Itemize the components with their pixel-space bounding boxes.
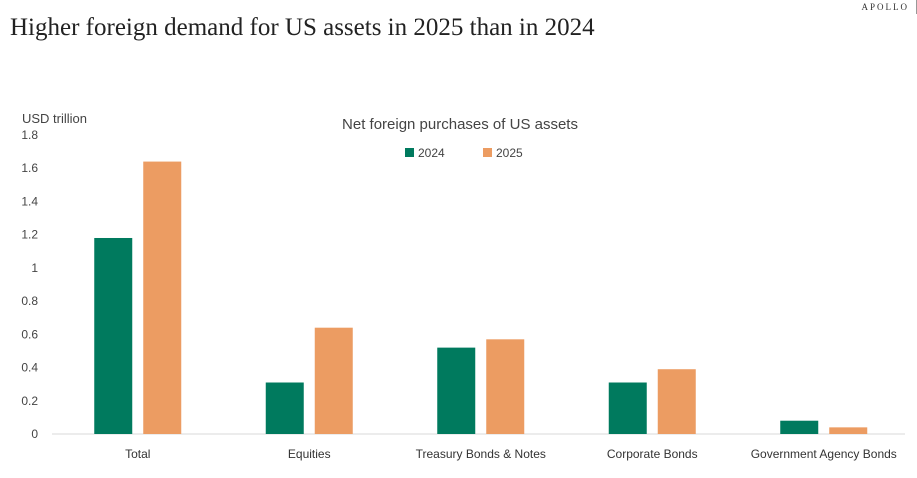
legend-swatch-2025 [483, 148, 492, 157]
brand-logo: APOLLO [861, 2, 909, 12]
y-tick-label: 1.8 [21, 128, 38, 142]
bar-2025-treasury-bonds-notes [486, 339, 525, 434]
y-tick-label: 0.6 [21, 327, 38, 341]
y-axis-ticks: 0 0.2 0.4 0.6 0.8 1 1.2 1.4 1.6 1.8 [21, 128, 38, 441]
y-tick-label: 1.2 [21, 228, 38, 242]
bar-2024-total [94, 237, 133, 434]
bar-2024-equities [265, 382, 304, 434]
y-axis-label: USD trillion [22, 111, 87, 126]
chart-title: Net foreign purchases of US assets [342, 116, 578, 133]
y-tick-label: 0.8 [21, 294, 38, 308]
y-tick-label: 0.4 [21, 361, 38, 375]
bar-2025-total [143, 161, 182, 435]
bar-2024-corporate-bonds [608, 382, 647, 434]
bar-2025-equities [314, 327, 353, 434]
legend-label-2025: 2025 [496, 146, 523, 160]
bars [94, 161, 868, 435]
x-tick-label: Equities [288, 447, 331, 461]
x-axis-labels: Total Equities Treasury Bonds & Notes Corpo… [125, 447, 897, 461]
x-tick-label: Corporate Bonds [607, 447, 698, 461]
page-headline: Higher foreign demand for US assets in 2… [10, 14, 595, 41]
legend-swatch-2024 [405, 148, 414, 157]
x-tick-label: Government Agency Bonds [751, 447, 897, 461]
y-tick-label: 1 [31, 261, 38, 275]
bar-2024-government-agency-bonds [780, 420, 819, 434]
bar-2025-corporate-bonds [657, 369, 696, 434]
y-tick-label: 1.6 [21, 161, 38, 175]
x-tick-label: Total [125, 447, 150, 461]
y-tick-label: 0.2 [21, 394, 38, 408]
bar-2024-treasury-bonds-notes [437, 347, 476, 434]
x-tick-label: Treasury Bonds & Notes [416, 447, 546, 461]
bar-2025-government-agency-bonds [829, 427, 868, 434]
legend: 2024 2025 [405, 146, 523, 160]
y-tick-label: 0 [31, 427, 38, 441]
legend-label-2024: 2024 [418, 146, 445, 160]
y-tick-label: 1.4 [21, 194, 38, 208]
